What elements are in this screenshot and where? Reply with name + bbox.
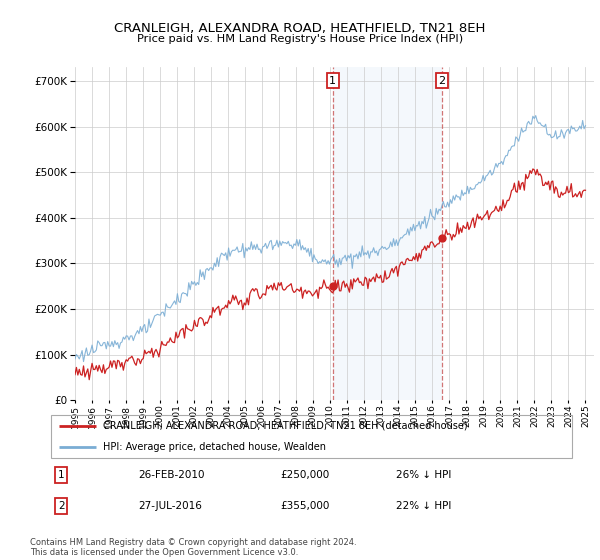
Text: CRANLEIGH, ALEXANDRA ROAD, HEATHFIELD, TN21 8EH: CRANLEIGH, ALEXANDRA ROAD, HEATHFIELD, T… [115,22,485,35]
Text: 1: 1 [58,470,65,480]
Text: £355,000: £355,000 [280,501,329,511]
Text: 22% ↓ HPI: 22% ↓ HPI [397,501,452,511]
Text: 26-FEB-2010: 26-FEB-2010 [138,470,204,480]
Text: CRANLEIGH, ALEXANDRA ROAD, HEATHFIELD, TN21 8EH (detached house): CRANLEIGH, ALEXANDRA ROAD, HEATHFIELD, T… [103,421,468,431]
Text: £250,000: £250,000 [280,470,329,480]
Text: 26% ↓ HPI: 26% ↓ HPI [397,470,452,480]
Text: 2: 2 [58,501,65,511]
Text: 1: 1 [329,76,336,86]
Text: Contains HM Land Registry data © Crown copyright and database right 2024.
This d: Contains HM Land Registry data © Crown c… [30,538,356,557]
Text: Price paid vs. HM Land Registry's House Price Index (HPI): Price paid vs. HM Land Registry's House … [137,34,463,44]
Bar [333,67,442,400]
Text: HPI: Average price, detached house, Wealden: HPI: Average price, detached house, Weal… [103,442,326,452]
Text: 27-JUL-2016: 27-JUL-2016 [138,501,202,511]
Text: 2: 2 [439,76,446,86]
